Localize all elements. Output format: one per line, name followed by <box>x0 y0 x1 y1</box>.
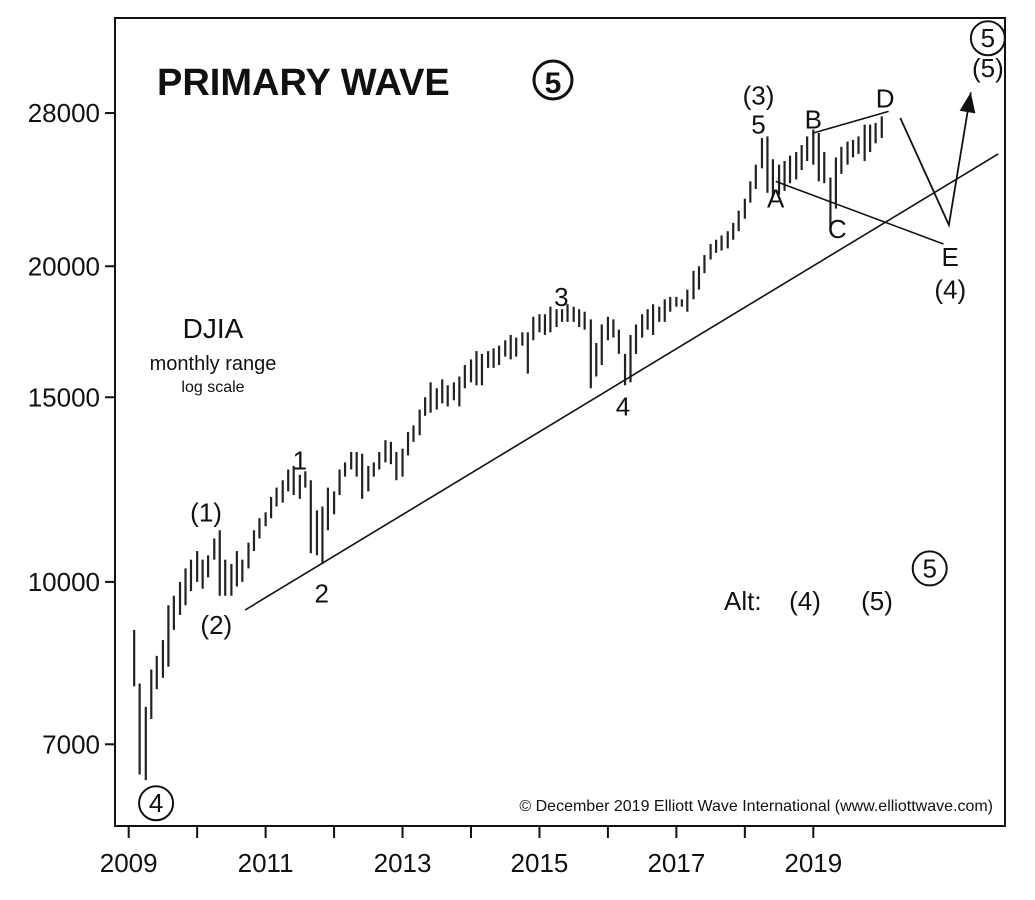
x-tick-label-1: 2011 <box>238 848 294 878</box>
wave-lines <box>244 92 999 611</box>
title-circled-five: 5 <box>532 59 574 101</box>
projection-arrowhead <box>959 92 976 114</box>
circled-wave-ring-2 <box>911 550 948 587</box>
chart-title: PRIMARY WAVE <box>157 62 450 104</box>
circled-wave-label-0: 4 <box>138 785 175 822</box>
wave-label-2: 1 <box>293 446 307 476</box>
x-tick-label-2: 2013 <box>374 848 432 878</box>
circled-wave-label-2: 5 <box>911 550 948 587</box>
y-tick-label-4: 28000 <box>28 98 100 128</box>
y-tick-label-3: 20000 <box>28 251 100 281</box>
circled-wave-text-0: 4 <box>149 788 163 818</box>
circled-wave-label-1: 5 <box>969 20 1006 57</box>
circled-wave-text-2: 5 <box>922 553 936 583</box>
alt-wave-four: (4) <box>789 586 821 616</box>
subtitle-line-monthly: monthly range <box>150 353 277 375</box>
x-tick-label-4: 2017 <box>647 848 705 878</box>
projection-path <box>899 92 972 228</box>
title-block: PRIMARY WAVE 5 <box>157 59 574 104</box>
wave-label-8: A <box>767 184 785 214</box>
wave-label-0: (1) <box>190 497 222 527</box>
y-tick-label-2: 15000 <box>28 382 100 412</box>
alt-wave-five: (5) <box>861 586 893 616</box>
circled-wave-ring-0 <box>138 785 175 822</box>
y-axis: 7000 10000 15000 20000 28000 <box>28 98 115 759</box>
x-tick-label-5: 2019 <box>784 848 842 878</box>
plot-border <box>114 17 1006 827</box>
y-tick-label-1: 10000 <box>28 567 100 597</box>
wave-label-14: (5) <box>972 53 1004 83</box>
triangle-upper-line <box>813 110 889 134</box>
wave-label-4: 3 <box>554 282 568 312</box>
alt-label: Alt: <box>724 586 762 616</box>
x-tick-label-3: 2015 <box>511 848 569 878</box>
wave-label-11: D <box>876 84 895 114</box>
subtitle-line-log: log scale <box>181 379 244 396</box>
plot-frame <box>114 17 1006 827</box>
wave-label-5: 4 <box>616 391 630 421</box>
circled-wave-ring-1 <box>969 20 1006 57</box>
circled-wave-text-1: 5 <box>981 23 995 53</box>
wave-label-3: 2 <box>315 578 329 608</box>
trendline <box>244 153 999 611</box>
wave-label-12: E <box>942 242 959 272</box>
wave-label-10: C <box>828 214 847 244</box>
monthly-range-bars <box>133 116 883 781</box>
x-axis: 2009 2011 2013 2015 2017 2019 <box>100 826 842 878</box>
triangle-lower-line <box>775 180 944 245</box>
chart-subtitle: DJIA <box>183 313 244 344</box>
x-tick-label-0: 2009 <box>100 848 158 878</box>
wave-label-9: B <box>805 105 822 135</box>
wave-label-13: (4) <box>934 275 966 305</box>
copyright-note: © December 2019 Elliott Wave Internation… <box>519 798 993 815</box>
svg-text:5: 5 <box>545 67 562 100</box>
wave-label-1: (2) <box>200 610 232 640</box>
wave-label-6: (3) <box>743 81 775 111</box>
wave-label-7: 5 <box>751 110 765 140</box>
y-tick-label-0: 7000 <box>42 729 100 759</box>
